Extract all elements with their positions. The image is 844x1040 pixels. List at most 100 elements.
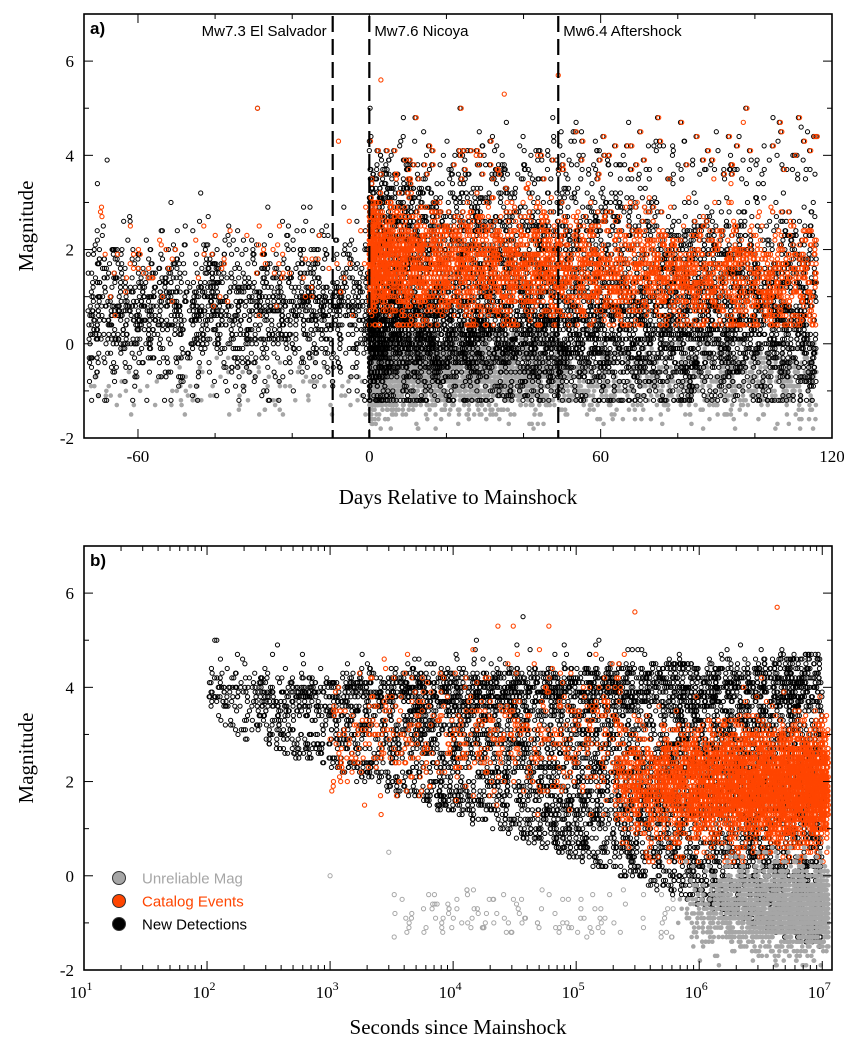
unreliable-point xyxy=(275,398,280,403)
new-detection-point xyxy=(292,350,298,356)
new-detection-point xyxy=(353,265,359,271)
unreliable-point xyxy=(451,365,457,370)
unreliable-point xyxy=(418,402,424,408)
unreliable-point xyxy=(797,416,802,422)
unreliable-point xyxy=(328,402,333,408)
unreliable-point xyxy=(802,355,808,361)
new-detection-point xyxy=(277,327,283,333)
new-detection-point xyxy=(174,360,180,366)
new-detection-point xyxy=(166,336,172,342)
unreliable-point xyxy=(310,379,316,384)
new-detection-point xyxy=(223,312,229,319)
new-detection-point xyxy=(204,341,210,347)
unreliable-point xyxy=(397,383,402,389)
unreliable-point xyxy=(587,407,592,413)
unreliable-point xyxy=(396,407,401,413)
unreliable-point xyxy=(443,402,448,408)
unreliable-point xyxy=(306,398,311,403)
unreliable-point xyxy=(665,402,671,408)
new-detection-point xyxy=(362,397,368,403)
unreliable-point xyxy=(543,402,549,408)
unreliable-point xyxy=(305,393,311,398)
new-detection-point xyxy=(206,369,213,375)
new-detection-point xyxy=(294,228,300,234)
new-detection-point xyxy=(113,364,119,370)
new-detection-point xyxy=(343,270,349,276)
new-detection-point xyxy=(241,388,247,394)
new-detection-point xyxy=(117,284,124,290)
new-detection-point xyxy=(230,322,236,328)
new-detection-point xyxy=(269,322,275,328)
new-detection-point xyxy=(622,383,628,389)
notable-point xyxy=(363,412,368,417)
new-detection-point xyxy=(261,350,267,356)
unreliable-point xyxy=(384,407,390,413)
new-detection-point xyxy=(123,294,129,300)
unreliable-point xyxy=(389,412,395,417)
unreliable-point xyxy=(495,374,501,380)
unreliable-point xyxy=(303,374,309,380)
new-detection-point xyxy=(284,242,290,248)
new-detection-point xyxy=(299,279,305,286)
new-detection-point xyxy=(234,360,240,366)
new-detection-point xyxy=(162,284,168,290)
new-detection-point xyxy=(205,213,211,220)
new-detection-point xyxy=(158,303,164,309)
unreliable-point xyxy=(506,421,512,427)
unreliable-point xyxy=(538,412,544,417)
new-detection-point xyxy=(202,246,208,253)
unreliable-point xyxy=(581,402,587,408)
new-detection-point xyxy=(135,256,141,262)
unreliable-point xyxy=(595,416,600,422)
new-detection-point xyxy=(300,327,307,333)
unreliable-point xyxy=(114,402,120,408)
unreliable-point xyxy=(639,416,644,422)
unreliable-point xyxy=(775,421,780,427)
unreliable-point xyxy=(541,421,546,427)
new-detection-point xyxy=(329,355,335,361)
new-detection-point xyxy=(159,327,166,333)
new-detection-point xyxy=(304,364,310,370)
unreliable-point xyxy=(665,407,671,413)
unreliable-point xyxy=(256,412,262,417)
unreliable-point xyxy=(565,388,571,394)
new-detection-point xyxy=(240,270,246,276)
unreliable-point xyxy=(648,416,654,422)
unreliable-point xyxy=(535,421,541,427)
unreliable-point xyxy=(478,393,483,398)
unreliable-point xyxy=(183,388,189,394)
unreliable-point xyxy=(687,412,693,417)
unreliable-point xyxy=(406,379,411,384)
new-detection-point xyxy=(185,279,191,286)
new-detection-point xyxy=(259,355,265,361)
new-detection-point xyxy=(90,279,96,286)
new-detection-point xyxy=(357,270,363,276)
unreliable-point xyxy=(103,393,109,398)
unreliable-point xyxy=(729,388,735,394)
unreliable-point xyxy=(659,421,665,427)
new-detection-point xyxy=(168,397,174,403)
new-detection-point xyxy=(86,322,92,328)
unreliable-point xyxy=(740,402,746,408)
new-detection-point xyxy=(241,279,248,286)
new-detection-point xyxy=(167,341,173,347)
unreliable-point xyxy=(479,388,484,394)
unreliable-point xyxy=(691,369,697,375)
new-detection-point xyxy=(253,355,259,361)
unreliable-point xyxy=(706,383,712,389)
new-detection-point xyxy=(92,275,99,281)
unreliable-point xyxy=(199,398,204,403)
unreliable-point xyxy=(457,407,462,413)
unreliable-point xyxy=(374,402,379,408)
new-detection-point xyxy=(319,228,325,234)
new-detection-point xyxy=(216,303,223,309)
unreliable-point xyxy=(210,383,215,389)
unreliable-point xyxy=(429,402,435,408)
unreliable-point xyxy=(782,388,788,394)
new-detection-point xyxy=(182,270,188,276)
new-detection-point xyxy=(264,270,270,276)
unreliable-point xyxy=(725,412,730,417)
new-detection-point xyxy=(158,251,164,257)
unreliable-point xyxy=(266,374,272,380)
unreliable-point xyxy=(411,402,417,408)
